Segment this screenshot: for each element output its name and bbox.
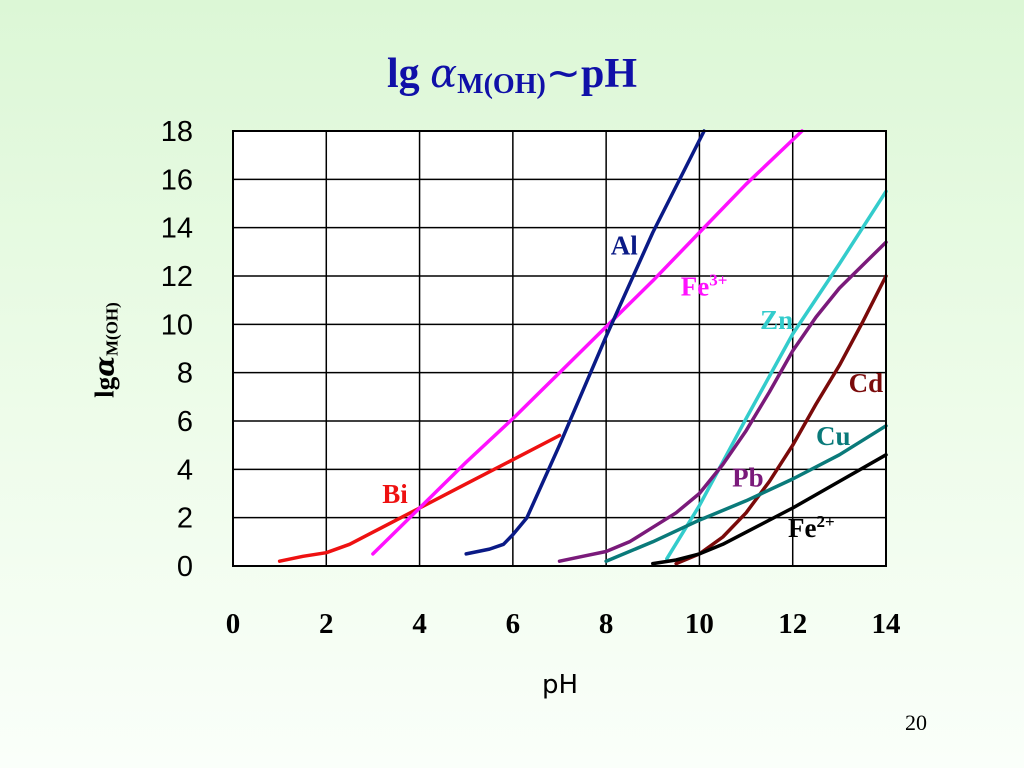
x-axis-label: pH	[541, 670, 579, 700]
x-tick-label: 12	[778, 608, 807, 640]
x-tick-label: 6	[506, 608, 521, 640]
title-prefix: lg	[386, 51, 431, 97]
page-title: lg αM(OH)~pH	[0, 48, 1024, 101]
series-line	[277, 433, 562, 563]
series-label: Cu	[816, 421, 851, 451]
x-tick-label: 0	[226, 608, 241, 640]
title-suffix: pH	[581, 51, 638, 97]
plot-frame	[232, 130, 887, 567]
title-alpha: α	[430, 51, 458, 97]
y-tick-label: 0	[177, 551, 193, 583]
x-tick-label: 14	[872, 608, 901, 640]
x-tick-label: 10	[685, 608, 714, 640]
series-label: Zn	[760, 305, 793, 335]
plot-area	[233, 131, 886, 566]
x-tick-label: 8	[599, 608, 614, 640]
series-line	[557, 240, 888, 563]
series-line	[674, 274, 888, 566]
y-tick-label: 16	[161, 164, 193, 196]
series-line	[651, 453, 888, 566]
y-tick-label: 6	[177, 406, 193, 438]
y-tick-label: 12	[161, 261, 193, 293]
x-tick-label: 2	[319, 608, 334, 640]
series-label: Cd	[849, 368, 884, 398]
y-axis-label: lgαM(OH)	[89, 302, 122, 398]
y-axis-label-wrap: lgαM(OH)	[86, 280, 126, 420]
series-lines	[277, 129, 888, 566]
y-tick-label: 2	[177, 503, 193, 535]
y-tick-label: 10	[161, 309, 193, 341]
tick-labels: 0 2 4 6 8 10 12 14 16 18 0 2 4 6 8 10 12 14	[161, 116, 901, 640]
series-label: Al	[611, 230, 638, 260]
series-line	[371, 129, 804, 556]
series-labels: Bi Fe3+ Al Zn Pb Cd Cu Fe2+	[382, 230, 883, 543]
title-subscript: M(OH)	[457, 69, 546, 100]
y-axis-label-sub: M(OH)	[102, 302, 122, 357]
y-tick-label: 4	[177, 454, 193, 486]
y-tick-label: 8	[177, 358, 193, 390]
series-line	[665, 189, 888, 561]
series-label: Pb	[732, 462, 764, 492]
series-label: Fe2+	[788, 512, 835, 543]
y-tick-label: 14	[161, 213, 193, 245]
y-axis-label-alpha: α	[89, 356, 121, 377]
series-label: Bi	[382, 479, 408, 509]
x-tick-label: 4	[412, 608, 427, 640]
series-label: Fe3+	[681, 270, 728, 301]
y-tick-label: 18	[161, 116, 193, 148]
series-line	[604, 424, 888, 563]
series-line	[464, 129, 706, 556]
title-tilde: ~	[545, 48, 581, 97]
page-number: 20	[905, 710, 927, 735]
